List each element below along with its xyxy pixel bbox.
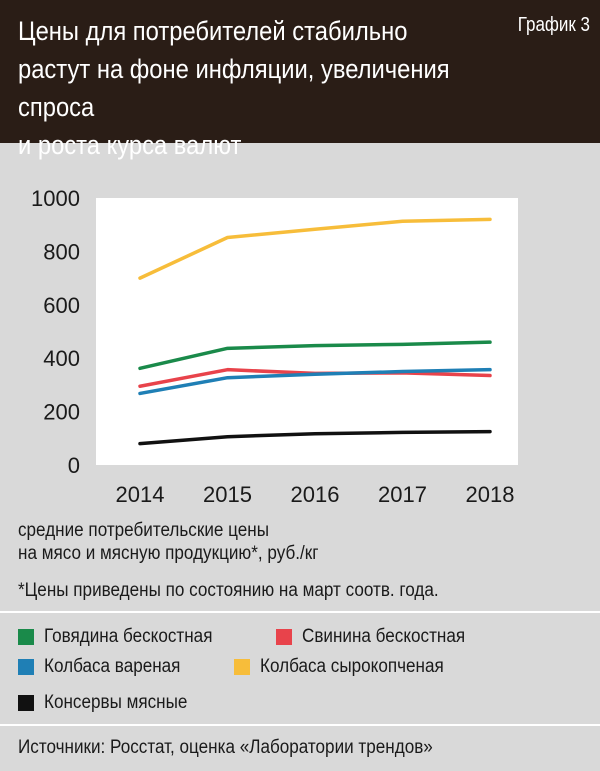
y-tick-label: 600 xyxy=(43,293,80,318)
plot-background xyxy=(96,198,518,465)
y-tick-label: 400 xyxy=(43,346,80,371)
line-chart: 0 200 400 600 800 1000 2014 2015 2016 2017 2018 xyxy=(31,186,518,507)
chart-title: Цены для потребителей стабильно растут н… xyxy=(18,12,458,164)
source-note: Источники: Росстат, оценка «Лаборатории … xyxy=(18,737,433,758)
legend-item: Свинина бескостная xyxy=(276,626,483,648)
y-tick-label: 1000 xyxy=(31,186,80,211)
legend-swatch xyxy=(18,629,34,645)
title-line: Цены для потребителей стабильно xyxy=(18,16,408,46)
legend-item: Колбаса сырокопченая xyxy=(234,656,464,678)
legend-label: Колбаса сырокопченая xyxy=(260,656,444,677)
legend-label: Консервы мясные xyxy=(44,692,188,713)
subtitle-line: на мясо и мясную продукцию*, руб./кг xyxy=(18,543,319,564)
chart-number-label: График 3 xyxy=(517,14,590,36)
y-tick-label: 200 xyxy=(43,400,80,425)
footnote: *Цены приведены по состоянию на март соо… xyxy=(18,580,439,601)
chart-subtitle: средние потребительские цены на мясо и м… xyxy=(18,519,522,565)
legend-swatch xyxy=(18,659,34,675)
y-tick-label: 800 xyxy=(43,239,80,264)
x-tick-label: 2015 xyxy=(203,482,252,507)
series-line xyxy=(138,340,492,371)
x-tick-label: 2016 xyxy=(291,482,340,507)
legend-swatch xyxy=(234,659,250,675)
legend-item: Говядина бескостная xyxy=(18,626,231,648)
divider xyxy=(0,724,600,726)
divider xyxy=(0,611,600,613)
legend-label: Говядина бескостная xyxy=(44,626,213,647)
legend-item: Колбаса вареная xyxy=(18,656,196,678)
legend-item: Консервы мясные xyxy=(18,692,203,714)
subtitle-line: средние потребительские цены xyxy=(18,520,270,541)
legend-label: Свинина бескостная xyxy=(302,626,466,647)
series-line xyxy=(138,217,492,280)
header-banner: Цены для потребителей стабильно растут н… xyxy=(0,0,600,160)
x-tick-label: 2014 xyxy=(116,482,165,507)
x-tick-label: 2017 xyxy=(378,482,427,507)
legend: Говядина бескостная Свинина бескостная К… xyxy=(18,620,588,720)
legend-label: Колбаса вареная xyxy=(44,656,181,677)
legend-swatch xyxy=(276,629,292,645)
legend-swatch xyxy=(18,695,34,711)
title-line: и роста курса валют xyxy=(18,130,242,160)
x-tick-label: 2018 xyxy=(466,482,515,507)
chart-area: 0 200 400 600 800 1000 2014 2015 2016 2017 2018 xyxy=(0,143,600,523)
title-line: растут на фоне инфляции, увеличения спро… xyxy=(18,54,450,122)
series-line xyxy=(138,367,492,396)
y-tick-label: 0 xyxy=(68,453,80,478)
series-line xyxy=(138,429,492,446)
